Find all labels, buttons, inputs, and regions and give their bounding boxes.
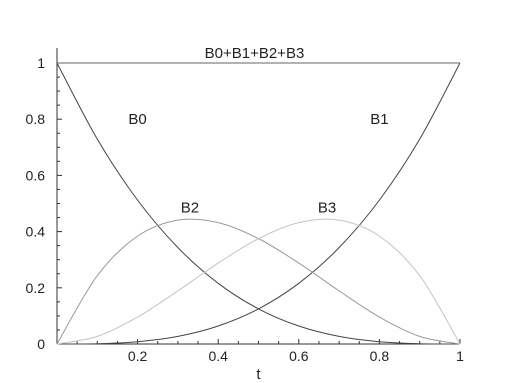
x-axis-title: t <box>256 366 261 383</box>
curve-labels: B0+B1+B2+B3 B0 B1 B2 B3 <box>128 45 388 217</box>
x-tick-label: 0.4 <box>208 348 228 364</box>
curve-b1 <box>56 62 461 345</box>
curve-label: B2 <box>181 200 199 217</box>
curve-b3 <box>56 218 461 345</box>
curve-label: B3 <box>318 200 336 217</box>
y-tick-label: 1 <box>37 55 45 71</box>
x-tick-label: 0.6 <box>289 348 309 364</box>
y-tick-label: 0 <box>37 336 45 352</box>
y-tick-label: 0.8 <box>26 111 46 127</box>
curve-b2 <box>56 218 461 345</box>
x-tick-label: 1 <box>456 348 464 364</box>
curve-label: B0 <box>128 111 146 128</box>
axes <box>56 48 460 345</box>
x-tick-label: 0.8 <box>370 348 390 364</box>
y-tick-label: 0.2 <box>26 280 46 296</box>
y-tick-label: 0.4 <box>26 224 46 240</box>
x-tick-label: 0.2 <box>128 348 148 364</box>
curve-label: B1 <box>370 111 388 128</box>
ticks: 0.2 0.4 0.6 0.8 1 0 0.2 0.4 0.6 0.8 1 <box>26 55 465 364</box>
curve-b0 <box>56 62 461 345</box>
curve-label: B0+B1+B2+B3 <box>205 45 305 62</box>
curves <box>56 62 461 345</box>
y-tick-label: 0.6 <box>26 167 46 183</box>
